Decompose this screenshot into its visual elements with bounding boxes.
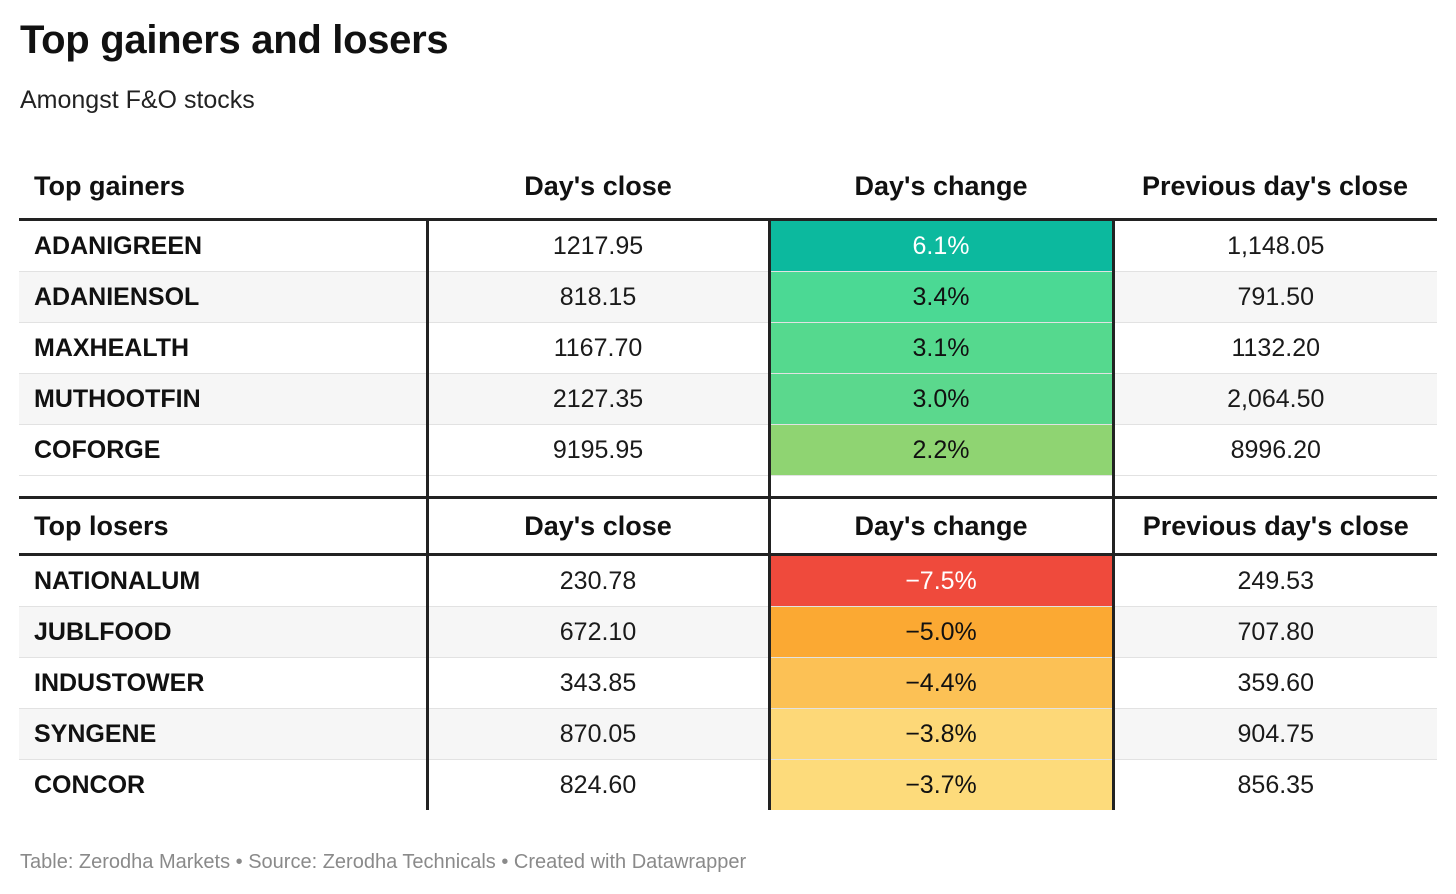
stock-name-cell: COFORGE	[19, 424, 429, 476]
days-close-cell: 818.15	[427, 271, 771, 323]
days-close-cell: 230.78	[427, 554, 771, 607]
days-change-cell: −4.4%	[769, 657, 1115, 709]
table-row: JUBLFOOD 672.10 −5.0% 707.80	[19, 606, 1437, 658]
days-close-cell: 1217.95	[427, 219, 771, 272]
spacer-cell	[427, 475, 771, 499]
previous-close-cell: 1,148.05	[1113, 219, 1437, 272]
days-change-cell: −3.7%	[769, 759, 1115, 810]
days-close-cell: 824.60	[427, 759, 771, 810]
spacer-cell	[19, 475, 429, 499]
table-row: SYNGENE 870.05 −3.8% 904.75	[19, 708, 1437, 760]
chart-title: Top gainers and losers	[20, 18, 449, 62]
table-row: COFORGE 9195.95 2.2% 8996.20	[19, 424, 1437, 476]
table-row: MAXHEALTH 1167.70 3.1% 1132.20	[19, 322, 1437, 374]
days-change-cell: −5.0%	[769, 606, 1115, 658]
column-header: Previous day's close	[1113, 154, 1437, 221]
previous-close-cell: 359.60	[1113, 657, 1437, 709]
days-change-cell: −7.5%	[769, 554, 1115, 607]
days-change-cell: 2.2%	[769, 424, 1115, 476]
days-close-cell: 672.10	[427, 606, 771, 658]
column-header: Day's close	[427, 497, 771, 556]
previous-close-cell: 904.75	[1113, 708, 1437, 760]
days-change-cell: 3.0%	[769, 373, 1115, 425]
data-table-container: Top gainers Day's close Day's change Previo…	[19, 154, 1437, 810]
section-header-row: Top gainers Day's close Day's change Previo…	[19, 154, 1437, 221]
chart-footer: Table: Zerodha Markets • Source: Zerodha…	[20, 851, 747, 873]
column-header: Day's close	[427, 154, 769, 221]
previous-close-cell: 2,064.50	[1113, 373, 1437, 425]
section-label: Top losers	[19, 497, 429, 556]
days-change-cell: 6.1%	[769, 219, 1115, 272]
stock-name-cell: JUBLFOOD	[19, 606, 429, 658]
days-close-cell: 2127.35	[427, 373, 771, 425]
spacer-cell	[769, 475, 1115, 499]
previous-close-cell: 791.50	[1113, 271, 1437, 323]
column-header: Previous day's close	[1113, 497, 1437, 556]
stock-name-cell: ADANIENSOL	[19, 271, 429, 323]
days-close-cell: 343.85	[427, 657, 771, 709]
column-header: Day's change	[769, 154, 1113, 221]
spacer-cell	[1113, 475, 1437, 499]
stock-name-cell: MUTHOOTFIN	[19, 373, 429, 425]
stock-name-cell: NATIONALUM	[19, 554, 429, 607]
table-row: NATIONALUM 230.78 −7.5% 249.53	[19, 554, 1437, 607]
table-row: CONCOR 824.60 −3.7% 856.35	[19, 759, 1437, 810]
previous-close-cell: 249.53	[1113, 554, 1437, 607]
chart-subtitle: Amongst F&O stocks	[20, 86, 255, 114]
column-header: Day's change	[769, 497, 1115, 556]
previous-close-cell: 1132.20	[1113, 322, 1437, 374]
previous-close-cell: 707.80	[1113, 606, 1437, 658]
stock-name-cell: MAXHEALTH	[19, 322, 429, 374]
stock-name-cell: ADANIGREEN	[19, 219, 429, 272]
stock-name-cell: CONCOR	[19, 759, 429, 810]
days-close-cell: 1167.70	[427, 322, 771, 374]
previous-close-cell: 8996.20	[1113, 424, 1437, 476]
table-row: MUTHOOTFIN 2127.35 3.0% 2,064.50	[19, 373, 1437, 425]
days-change-cell: 3.1%	[769, 322, 1115, 374]
days-change-cell: −3.8%	[769, 708, 1115, 760]
days-change-cell: 3.4%	[769, 271, 1115, 323]
section-label: Top gainers	[19, 154, 427, 221]
stock-name-cell: SYNGENE	[19, 708, 429, 760]
section-spacer	[19, 475, 1437, 499]
previous-close-cell: 856.35	[1237, 770, 1314, 799]
days-close-cell: 870.05	[427, 708, 771, 760]
data-table: Top gainers Day's close Day's change Previo…	[19, 154, 1437, 810]
days-close-cell: 9195.95	[427, 424, 771, 476]
stock-name-cell: INDUSTOWER	[19, 657, 429, 709]
table-row: ADANIENSOL 818.15 3.4% 791.50	[19, 271, 1437, 323]
section-header-row: Top losers Day's close Day's change Previou…	[19, 497, 1437, 556]
table-row: ADANIGREEN 1217.95 6.1% 1,148.05	[19, 219, 1437, 272]
table-row: INDUSTOWER 343.85 −4.4% 359.60	[19, 657, 1437, 709]
